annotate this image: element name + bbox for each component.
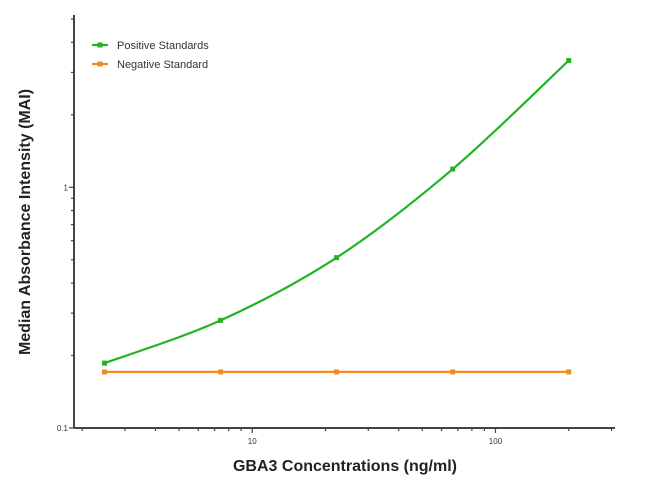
x-axis-label: GBA3 Concentrations (ng/ml) <box>233 458 457 475</box>
legend-label: Positive Standards <box>117 40 209 52</box>
legend-marker <box>97 61 103 67</box>
data-point <box>218 369 224 375</box>
data-point <box>102 360 108 366</box>
legend: Positive Standards Negative Standard <box>92 40 209 71</box>
legend-marker <box>97 42 103 48</box>
data-point <box>102 369 108 375</box>
data-point <box>218 317 224 323</box>
data-point <box>566 58 572 64</box>
data-point <box>450 369 456 375</box>
data-point <box>333 369 339 375</box>
series-line-0 <box>104 59 570 365</box>
data-point <box>450 166 456 172</box>
series-marks <box>102 58 572 375</box>
x-tick-label: 100 <box>489 437 503 446</box>
y-tick-label: 1 <box>64 183 69 192</box>
data-point <box>566 369 572 375</box>
y-axis-label: Median Absorbance Intensity (MAI) <box>17 89 34 355</box>
data-point <box>333 255 339 261</box>
y-tick-label: 0.1 <box>57 424 69 433</box>
x-tick-label: 10 <box>248 437 257 446</box>
legend-label: Negative Standard <box>117 59 208 71</box>
axes: 10 100 0.1 1 <box>57 15 615 446</box>
